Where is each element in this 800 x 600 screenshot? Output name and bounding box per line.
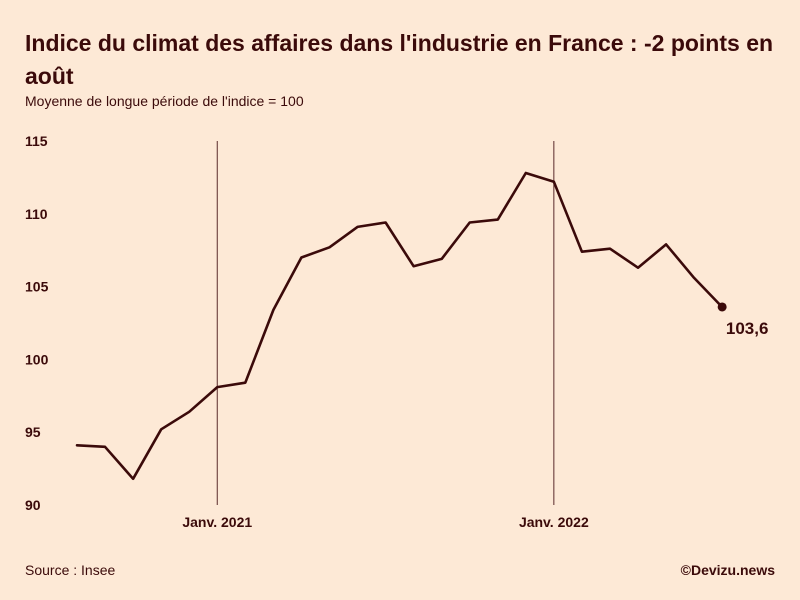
y-tick-label: 105 xyxy=(25,279,49,295)
y-tick-label: 100 xyxy=(25,351,49,367)
y-tick-label: 95 xyxy=(25,424,41,440)
chart-subtitle: Moyenne de longue période de l'indice = … xyxy=(25,93,304,109)
end-point-marker xyxy=(717,302,727,312)
end-value-label: 103,6 xyxy=(726,319,769,338)
chart-title: Indice du climat des affaires dans l'ind… xyxy=(25,30,774,89)
y-tick-label: 90 xyxy=(25,497,41,513)
source-note: Source : Insee xyxy=(25,562,116,578)
x-axis-label: Janv. 2021 xyxy=(182,514,252,530)
y-tick-label: 110 xyxy=(25,206,48,222)
x-axis-label: Janv. 2022 xyxy=(519,514,589,530)
series-line xyxy=(75,171,724,481)
y-tick-label: 115 xyxy=(25,133,48,149)
brand-credit: ©Devizu.news xyxy=(680,562,775,578)
